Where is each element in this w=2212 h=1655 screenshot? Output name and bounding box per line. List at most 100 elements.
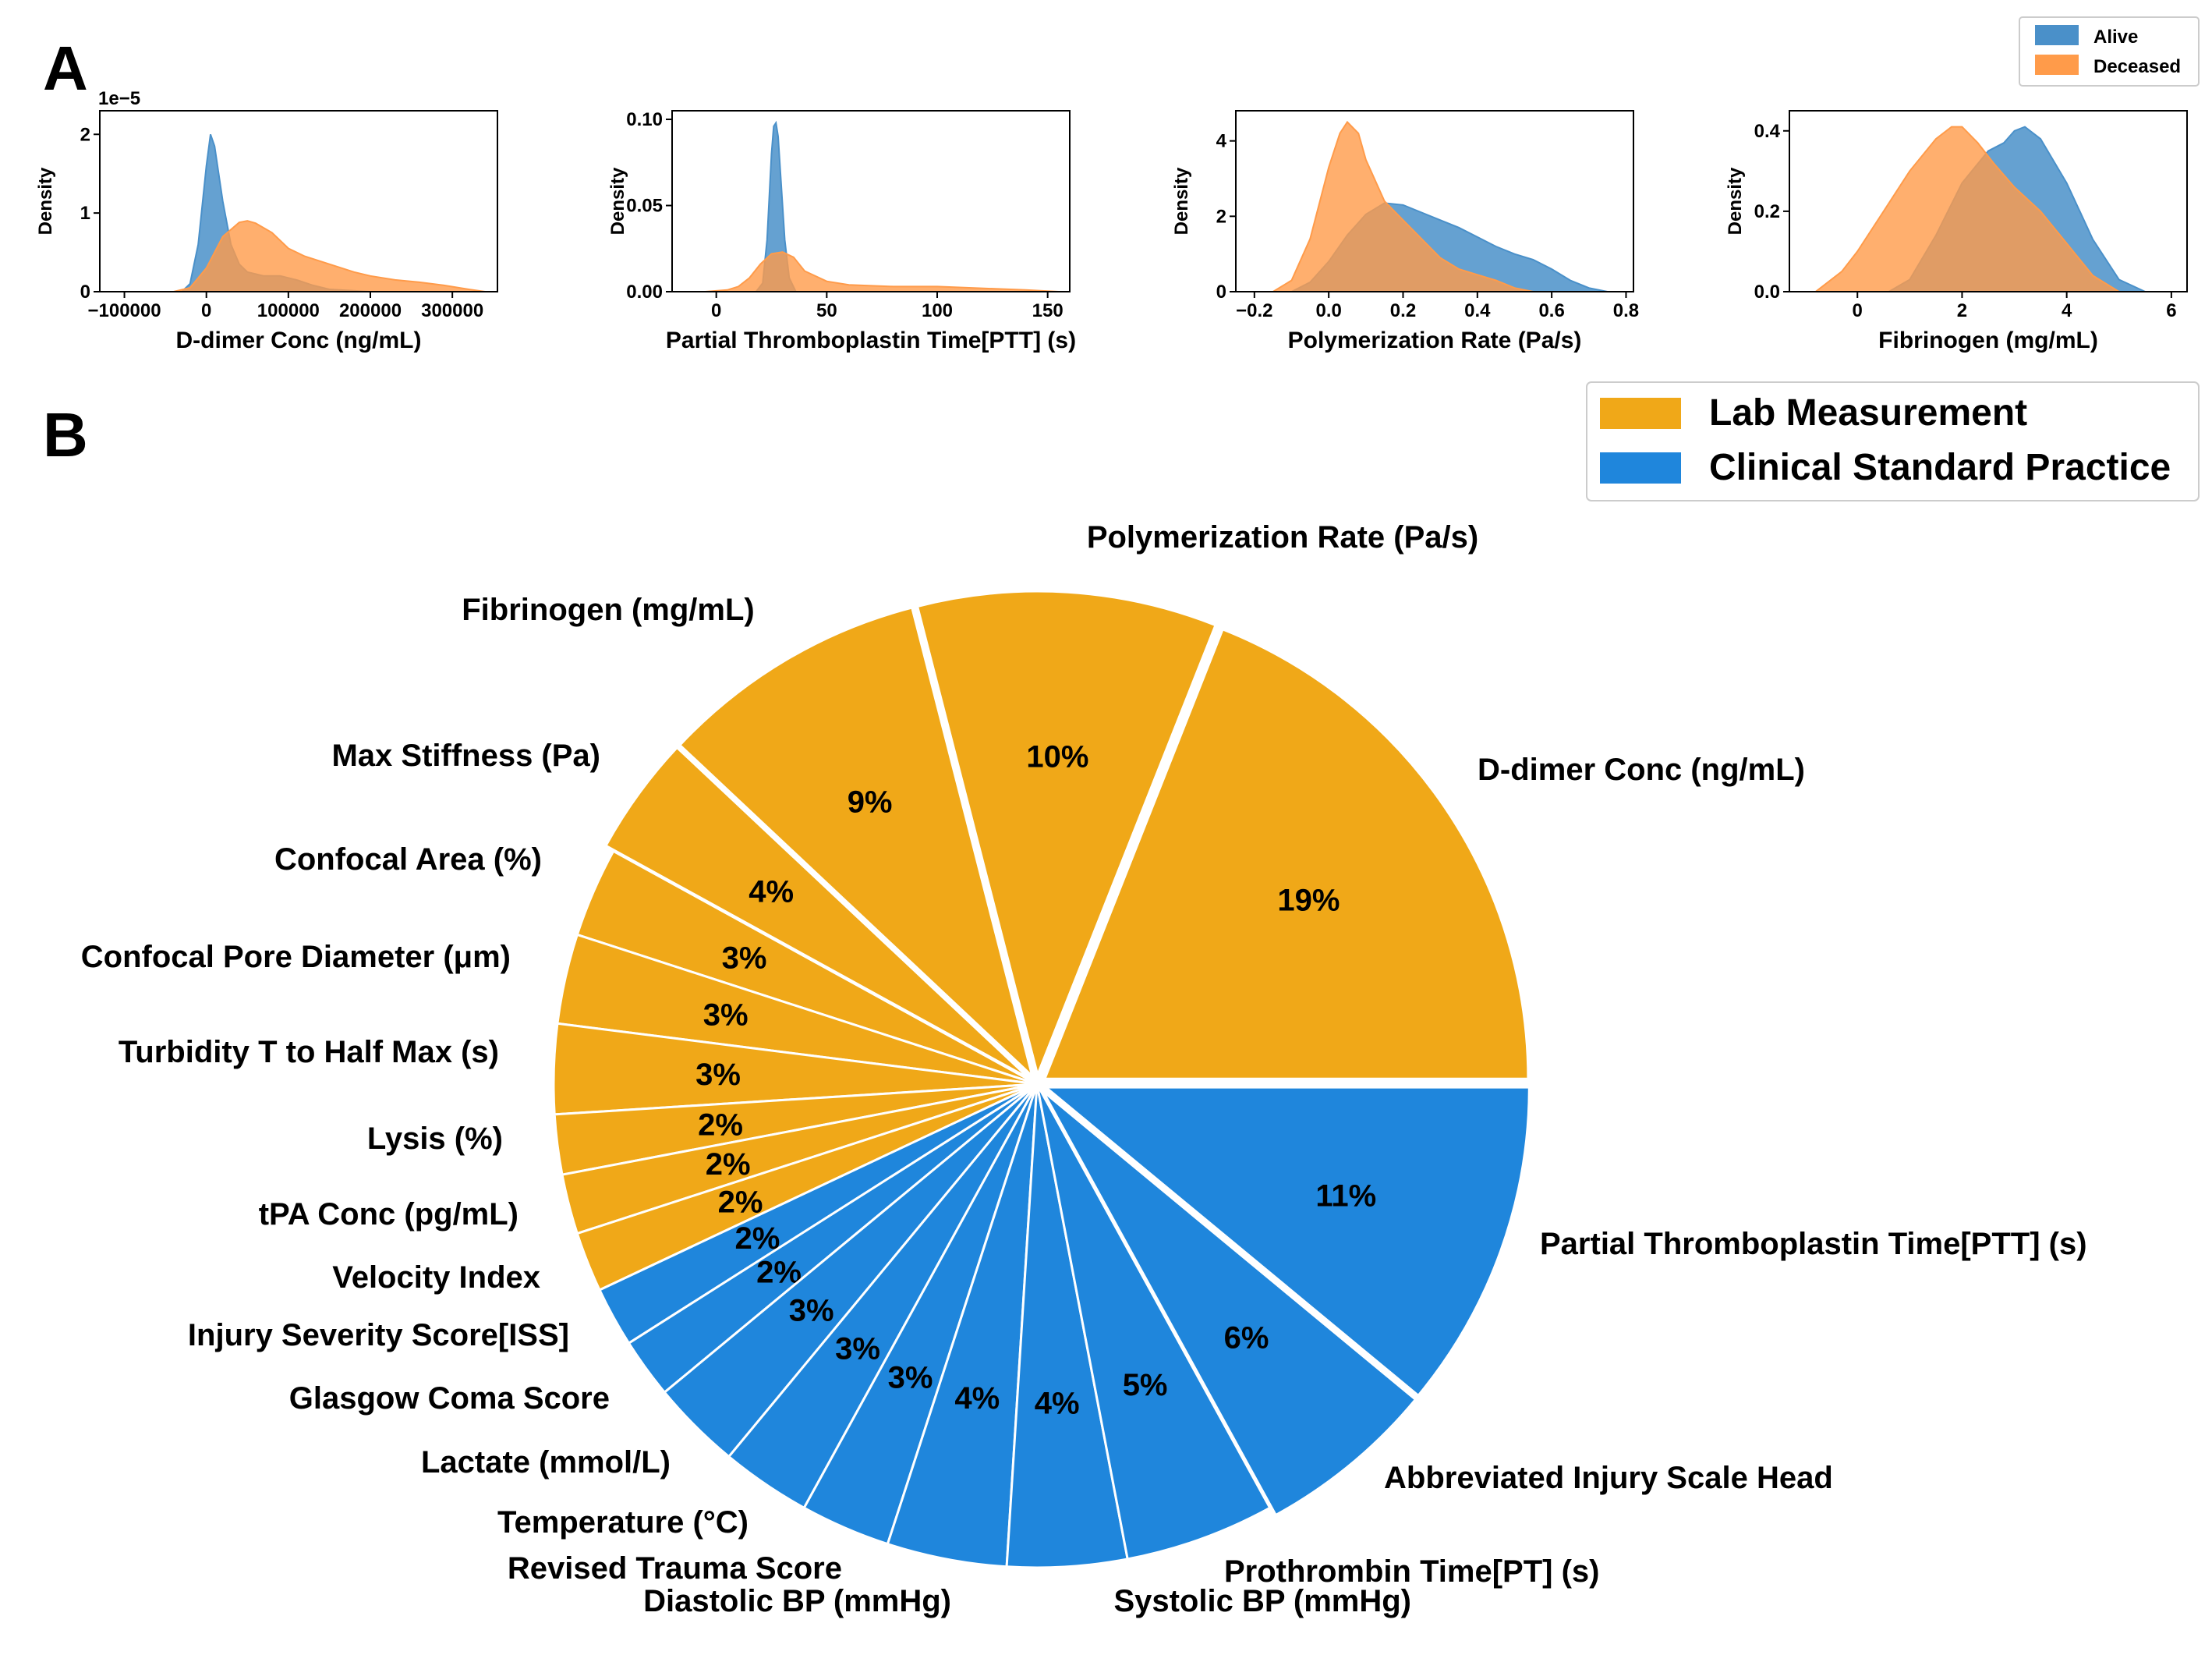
x-tick-label: 4 [2062, 300, 2072, 321]
x-tick-label: 0.4 [1464, 300, 1491, 321]
x-tick-label: 0.0 [1315, 300, 1341, 321]
kde-plot-polymerization-rate: −0.2 0.0 0.2 0.4 0.6 0.8 0 2 4 Polymerization Rat… [1171, 110, 1639, 353]
x-tick-label: 6 [2166, 300, 2176, 321]
pie-slice-label: tPA Conc (pg/mL) [259, 1197, 518, 1232]
y-tick-label: 0.05 [626, 196, 663, 217]
pie-slice-label: Glasgow Coma Score [289, 1381, 610, 1416]
pie-slice-label: Lactate (mmol/L) [421, 1445, 671, 1480]
x-tick-label: −0.2 [1236, 300, 1272, 321]
pie-slice-label: Velocity Index [332, 1260, 540, 1295]
pie-slice-label: Confocal Area (%) [274, 842, 542, 877]
pie-slice-percent: 3% [835, 1331, 880, 1366]
x-tick-label: 2 [1957, 300, 1967, 321]
panel-a-letter: A [43, 34, 88, 103]
kde-plot-ptt: 0 50 100 150 0.00 0.05 0.10 Partial Thromboplas… [607, 109, 1076, 353]
pie-slice [1042, 627, 1530, 1080]
y-axis-label: Density [35, 167, 56, 235]
pie-slice-percent: 10% [1026, 740, 1088, 774]
density-area-deceased [705, 251, 1059, 292]
x-tick-label: 0 [711, 300, 721, 321]
pie-slice-label: Turbidity T to Half Max (s) [119, 1035, 499, 1069]
pie-slice-percent: 3% [695, 1058, 741, 1092]
y-tick-label: 0 [1216, 282, 1226, 303]
pie-slice-label: Fibrinogen (mg/mL) [462, 593, 755, 627]
y-axis-multiplier: 1e−5 [98, 88, 140, 109]
pie-slice [915, 590, 1217, 1079]
axes-frame [671, 110, 1071, 292]
pie-slice-label: Max Stiffness (Pa) [331, 739, 600, 773]
pie-slice-percent: 4% [1035, 1386, 1080, 1420]
pie-slice-percent: 4% [954, 1381, 1000, 1416]
pie-slice-label: Diastolic BP (mmHg) [643, 1584, 951, 1618]
legend-swatch-alive [2035, 25, 2079, 45]
pie-slice-percent: 11% [1315, 1179, 1376, 1214]
x-tick-label: 300000 [421, 300, 483, 321]
x-tick-label: 50 [816, 300, 837, 321]
pie-slice-label: Revised Trauma Score [508, 1551, 842, 1586]
y-tick-label: 0.4 [1754, 121, 1781, 142]
pie-slice-percent: 3% [722, 941, 767, 976]
panel-b-letter: B [43, 400, 88, 470]
legend-label-clinical: Clinical Standard Practice [1709, 447, 2171, 488]
density-area-deceased [173, 220, 486, 292]
pie-slice-percent: 6% [1224, 1321, 1269, 1356]
axes-frame [99, 110, 498, 292]
x-axis-label: D-dimer Conc (ng/mL) [176, 328, 422, 353]
y-axis-label: Density [1171, 167, 1192, 235]
y-tick-label: 2 [80, 124, 90, 145]
y-tick-label: 0.00 [626, 282, 663, 303]
y-tick-label: 0.10 [626, 109, 663, 130]
kde-plot-fibrinogen: 0 2 4 6 0.0 0.2 0.4 Fibrinogen (mg/mL) Density [1725, 110, 2188, 353]
density-area-deceased [1272, 120, 1534, 292]
pie-slice-label: Systolic BP (mmHg) [1113, 1584, 1411, 1618]
pie-slice-percent: 3% [789, 1293, 834, 1327]
panel-a-legend: Alive Deceased [2019, 16, 2200, 87]
legend-swatch-deceased [2035, 55, 2079, 75]
y-axis-label: Density [607, 167, 628, 235]
legend-swatch-lab [1600, 398, 1681, 429]
pie-slice-label: D-dimer Conc (ng/mL) [1478, 753, 1805, 787]
y-axis-label: Density [1725, 167, 1746, 235]
pie-slice-label: Confocal Pore Diameter (μm) [81, 940, 511, 974]
pie-slice [678, 606, 1035, 1080]
y-tick-label: 1 [80, 203, 90, 224]
x-tick-label: 0.8 [1613, 300, 1639, 321]
pie-slice-label: Polymerization Rate (Pa/s) [1087, 520, 1478, 555]
pie-slice-label: Lysis (%) [367, 1122, 503, 1156]
x-tick-label: 0.2 [1390, 300, 1416, 321]
y-tick-label: 0 [80, 282, 90, 303]
density-area-deceased [1814, 126, 2121, 292]
axes-frame [1789, 110, 2188, 292]
pie-slice-percent: 2% [698, 1107, 743, 1142]
pie-slice [1042, 1086, 1531, 1398]
pie-slice-percent: 2% [734, 1221, 780, 1256]
x-tick-label: 0 [1853, 300, 1863, 321]
x-tick-label: 100 [922, 300, 953, 321]
x-tick-label: 150 [1032, 300, 1064, 321]
pie-slice-percent: 9% [848, 785, 893, 820]
panel-b-legend: Lab Measurement Clinical Standard Practi… [1586, 381, 2200, 501]
pie-slice-percent: 19% [1277, 883, 1340, 917]
pie-slice-percent: 2% [718, 1185, 763, 1220]
x-tick-label: 0.6 [1538, 300, 1564, 321]
y-tick-label: 0.2 [1754, 201, 1780, 222]
pie-slice-percent: 2% [706, 1147, 751, 1182]
pie-slice-label: Temperature (°C) [497, 1505, 749, 1540]
pie-slice-percent: 3% [703, 998, 749, 1033]
x-tick-label: 100000 [257, 300, 320, 321]
x-axis-label: Partial Thromboplastin Time[PTT] (s) [666, 328, 1076, 353]
pie-slice-percent: 5% [1123, 1368, 1168, 1402]
y-tick-label: 2 [1216, 206, 1226, 227]
pie-slice-percent: 4% [749, 874, 794, 909]
x-axis-label: Fibrinogen (mg/mL) [1878, 328, 2098, 353]
pie-slice-label: Prothrombin Time[PT] (s) [1224, 1554, 1599, 1589]
legend-label-alive: Alive [2093, 27, 2138, 48]
pie-slice [1035, 1083, 1272, 1561]
pie-slice-percent: 3% [888, 1361, 933, 1395]
pie-slice-label: Partial Thromboplastin Time[PTT] (s) [1540, 1227, 2087, 1261]
x-axis-label: Polymerization Rate (Pa/s) [1288, 328, 1582, 353]
x-tick-label: 200000 [339, 300, 402, 321]
x-tick-label: 0 [201, 300, 211, 321]
y-tick-label: 0.0 [1754, 282, 1780, 303]
